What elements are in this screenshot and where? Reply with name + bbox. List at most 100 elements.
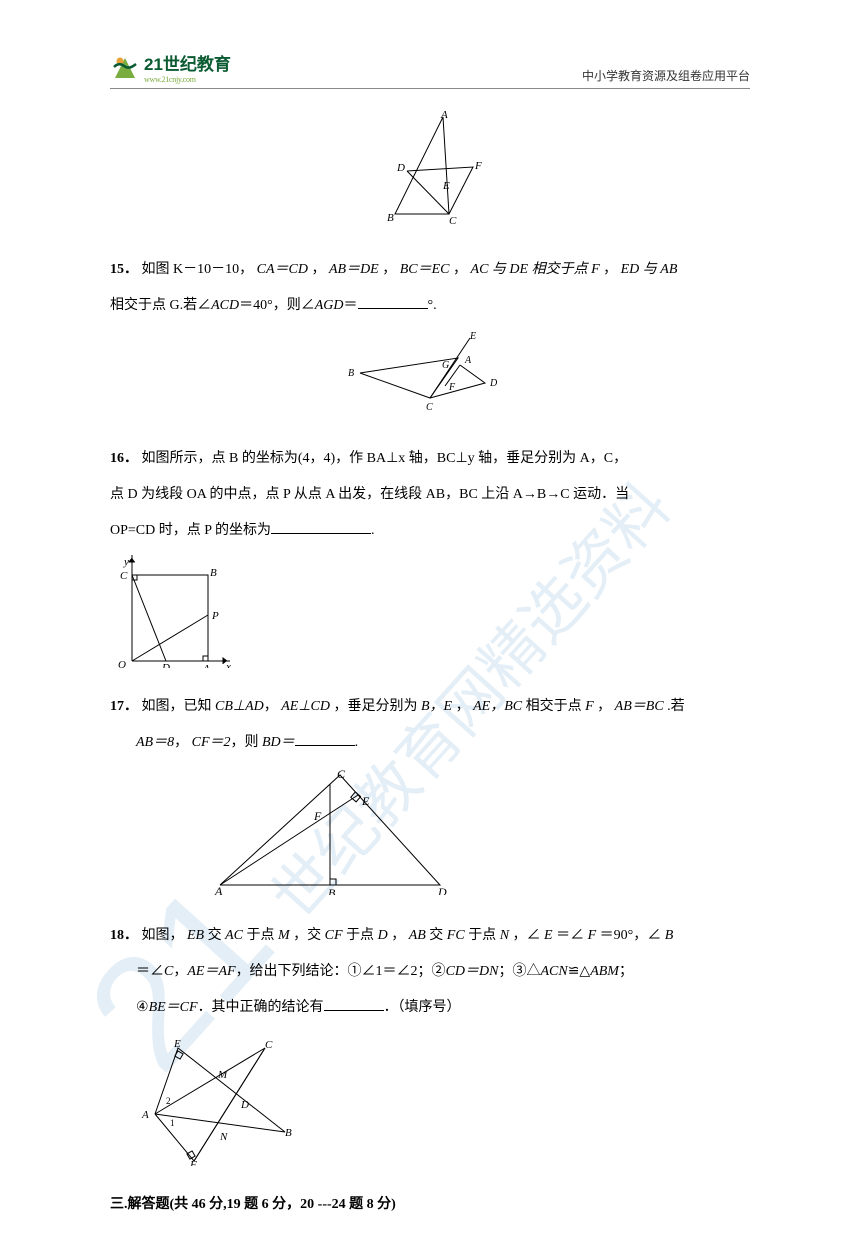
q15-unit: °. (428, 298, 437, 313)
q16-line3: OP=CD 时，点 P 的坐标为. (110, 517, 750, 545)
q17-number: 17． (110, 699, 138, 714)
q15-abde: AB＝DE (329, 262, 379, 277)
q18-fc: FC (447, 928, 465, 943)
q18-l33: ．（填序号） (384, 1000, 461, 1015)
svg-text:E: E (469, 331, 476, 342)
figure-14: A D E F B C (110, 109, 750, 240)
q17-blank (295, 732, 355, 746)
q15-eq40: ＝40°，则∠ (239, 298, 315, 313)
q16-blank (271, 520, 371, 534)
figure-16: y C B P O D A x (110, 553, 750, 679)
q17-t1: 如图，已知 (142, 699, 216, 714)
q18-c: C (164, 964, 173, 979)
svg-text:A: A (141, 1109, 149, 1121)
svg-text:B: B (285, 1127, 292, 1139)
q15-eq: ＝ (344, 298, 358, 313)
q15-sep2: ， (382, 262, 396, 277)
q18-t5: 于点 (346, 928, 378, 943)
q15-line2: 相交于点 G.若∠ACD＝40°，则∠AGD＝°. (110, 292, 750, 320)
q17-abbc: AB＝BC (615, 699, 664, 714)
q18-d: D (378, 928, 388, 943)
q17-ab8: AB＝8 (136, 735, 174, 750)
q18-l25: ≌△ (568, 964, 591, 979)
svg-text:E: E (442, 180, 450, 192)
q18-t3: 于点 (247, 928, 279, 943)
logo-icon (110, 52, 140, 82)
q18-eb: EB (187, 928, 204, 943)
q18-l24: ；③△ (498, 964, 540, 979)
content: A D E F B C 15． 如图 K－10－10， CA＝CD ， AB＝D… (110, 109, 750, 1219)
q18-b: B (665, 928, 674, 943)
svg-text:E: E (361, 794, 370, 808)
q15-edab: ED 与 AB (621, 262, 678, 277)
svg-text:C: C (120, 570, 128, 582)
q18-t2: 交 (208, 928, 226, 943)
q18-t7: 交 (429, 928, 447, 943)
q18-cddn: CD＝DN (446, 964, 499, 979)
q15-t1: 如图 K－10－10， (142, 262, 254, 277)
q18-line1: 18． 如图， EB 交 AC 于点 M ，交 CF 于点 D ， AB 交 F… (110, 922, 750, 950)
svg-text:F: F (474, 160, 482, 172)
svg-text:G: G (442, 360, 449, 371)
logo-title: 21世纪教育 (144, 50, 231, 75)
q15-bcec: BC＝EC (400, 262, 450, 277)
svg-text:2: 2 (166, 1096, 171, 1106)
q15-acd: ACD (211, 298, 239, 313)
svg-text:1: 1 (170, 1118, 175, 1128)
q18-blank (324, 997, 384, 1011)
q16-t1: 如图所示，点 B 的坐标为(4，4)，作 BA⊥x 轴，BC⊥y 轴，垂足分别为… (142, 451, 628, 466)
svg-text:P: P (211, 610, 219, 622)
logo: 21世纪教育 www.21cnjy.com (110, 50, 231, 84)
q18-n: N (500, 928, 509, 943)
q18-cf: CF (325, 928, 343, 943)
svg-text:C: C (265, 1039, 273, 1051)
q15-t2: 相交于点 G.若∠ (110, 298, 211, 313)
svg-text:D: D (396, 162, 405, 174)
svg-text:O: O (118, 659, 126, 668)
q18-ac: AC (225, 928, 243, 943)
svg-text:x: x (225, 661, 231, 668)
q18-l22: ， (173, 964, 187, 979)
q18-number: 18． (110, 928, 138, 943)
figure-17: C E F A B D (110, 765, 750, 906)
svg-text:A: A (202, 663, 210, 668)
q17-bd: BD＝ (262, 735, 295, 750)
q17-aebc: AE，BC (473, 699, 522, 714)
section-3-title: 三.解答题(共 46 分,19 题 6 分，20 ---24 题 8 分) (110, 1191, 750, 1219)
svg-text:C: C (337, 767, 346, 781)
q18-t11: ＝90°，∠ (600, 928, 662, 943)
q17-cbad: CB⊥AD (215, 699, 264, 714)
q18-t9: ，∠ (513, 928, 541, 943)
q18-ab: AB (409, 928, 426, 943)
q16-t3: OP=CD 时，点 P 的坐标为 (110, 523, 271, 538)
q17-line1: 17． 如图，已知 CB⊥AD， AE⊥CD ，垂足分别为 B，E ， AE，B… (110, 693, 750, 721)
q18-acn: ACN (540, 964, 567, 979)
q16-end: . (371, 523, 375, 538)
svg-text:N: N (219, 1131, 228, 1143)
q17-f: F (585, 699, 594, 714)
svg-text:C: C (449, 215, 457, 227)
figure-16-svg: y C B P O D A x (110, 553, 235, 668)
q17-line2: AB＝8， CF＝2，则 BD＝. (110, 729, 750, 757)
q16-line2: 点 D 为线段 OA 的中点，点 P 从点 A 出发，在线段 AB，BC 上沿 … (110, 481, 750, 509)
svg-text:F: F (189, 1159, 197, 1166)
svg-text:C: C (426, 402, 433, 413)
q18-becf: BE＝CF (149, 1000, 198, 1015)
svg-text:F: F (313, 809, 322, 823)
svg-text:A: A (440, 109, 448, 121)
q17-t3: ， (456, 699, 470, 714)
svg-text:M: M (217, 1069, 228, 1081)
figure-15-svg: E B A G F D C (330, 328, 530, 418)
q18-m: M (278, 928, 290, 943)
logo-text: 21世纪教育 www.21cnjy.com (144, 50, 231, 84)
svg-text:y: y (123, 556, 129, 568)
q15-acde: AC 与 DE 相交于点 F (471, 262, 600, 277)
q18-line3: ④BE＝CF．其中正确的结论有．（填序号） (110, 994, 750, 1022)
svg-text:B: B (387, 212, 394, 224)
svg-text:D: D (437, 885, 447, 895)
figure-17-svg: C E F A B D (210, 765, 460, 895)
q18-line2: ＝∠C，AE＝AF，给出下列结论：①∠1＝∠2；②CD＝DN；③△ACN≌△AB… (110, 958, 750, 986)
figure-18: E C M D A B N F 2 1 (110, 1036, 750, 1177)
q17-aecd: AE⊥CD (281, 699, 330, 714)
q17-t2: ，垂足分别为 (334, 699, 422, 714)
